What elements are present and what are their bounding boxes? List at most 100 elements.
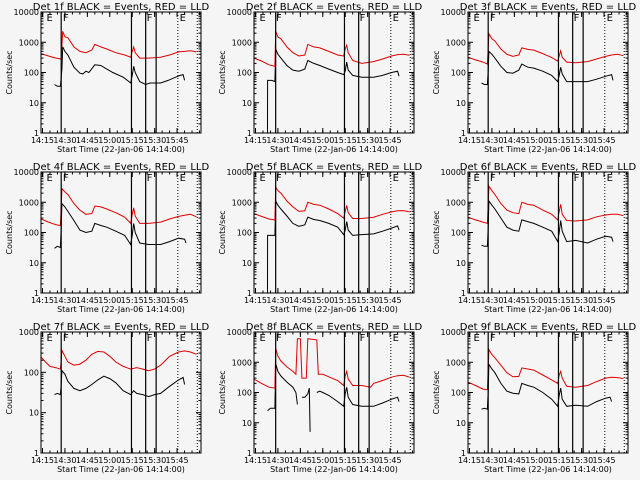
x-tick-label: 15:15 bbox=[548, 296, 571, 305]
x-tick-label: 15:00 bbox=[98, 136, 121, 145]
x-tick-label: 15:00 bbox=[98, 296, 121, 305]
panel-title: Det 3f BLACK = Events, RED = LLD bbox=[460, 2, 637, 13]
x-tick-label: 14:15 bbox=[458, 456, 481, 465]
lld-series-line bbox=[40, 187, 197, 227]
flag-label: E bbox=[180, 13, 186, 24]
flag-label: F bbox=[490, 13, 496, 24]
x-tick-label: 15:00 bbox=[311, 456, 334, 465]
flag-label: E bbox=[607, 333, 613, 344]
x-tick-label: 15:00 bbox=[525, 296, 548, 305]
events-series-line bbox=[481, 362, 613, 410]
y-tick-label: 100 bbox=[451, 229, 466, 238]
panel-title: Det 1f BLACK = Events, RED = LLD bbox=[33, 2, 210, 13]
x-tick-label: 14:15 bbox=[244, 296, 267, 305]
flag-label: F bbox=[276, 13, 282, 24]
y-tick-label: 1000 bbox=[446, 358, 466, 367]
x-tick-label: 15:15 bbox=[548, 456, 571, 465]
lld-series-line bbox=[40, 31, 197, 60]
y-tick-label: 100 bbox=[24, 368, 39, 377]
y-tick-label: 1000 bbox=[19, 38, 39, 47]
x-tick-label: 15:45 bbox=[379, 136, 402, 145]
panel-title: Det 9f BLACK = Events, RED = LLD bbox=[460, 322, 637, 333]
x-tick-label: 15:30 bbox=[570, 456, 593, 465]
y-tick-label: 1 bbox=[461, 289, 466, 298]
x-tick-label: 15:15 bbox=[121, 456, 144, 465]
x-tick-label: 14:45 bbox=[76, 456, 99, 465]
x-axis-label: Start Time (22-Jan-06 14:14:00) bbox=[484, 305, 612, 314]
flag-label: F bbox=[276, 333, 282, 344]
flag-label: E bbox=[473, 173, 479, 184]
x-tick-label: 15:45 bbox=[166, 456, 189, 465]
flag-label: F bbox=[147, 173, 153, 184]
lld-series-line bbox=[253, 185, 410, 221]
x-tick-label: 15:15 bbox=[334, 136, 357, 145]
plot-frame bbox=[467, 331, 629, 454]
y-axis-label: Counts/sec bbox=[5, 210, 14, 254]
x-tick-label: 14:45 bbox=[76, 136, 99, 145]
x-tick-label: 15:45 bbox=[166, 136, 189, 145]
x-axis-label: Start Time (22-Jan-06 14:14:00) bbox=[270, 145, 398, 154]
x-tick-label: 14:15 bbox=[244, 456, 267, 465]
flag-label: E bbox=[607, 173, 613, 184]
lld-series-line bbox=[467, 348, 624, 391]
x-axis-label: Start Time (22-Jan-06 14:14:00) bbox=[57, 465, 185, 474]
x-tick-label: 14:30 bbox=[266, 296, 289, 305]
y-tick-label: 10000 bbox=[227, 168, 252, 177]
y-tick-label: 10 bbox=[456, 259, 466, 268]
x-tick-label: 15:45 bbox=[379, 456, 402, 465]
lld-series-line bbox=[467, 32, 624, 65]
y-tick-label: 100 bbox=[24, 69, 39, 78]
y-tick-label: 1000 bbox=[232, 198, 252, 207]
y-tick-label: 100 bbox=[237, 389, 252, 398]
flag-label: F bbox=[360, 333, 366, 344]
x-tick-label: 14:45 bbox=[289, 136, 312, 145]
panel-title: Det 6f BLACK = Events, RED = LLD bbox=[460, 162, 637, 173]
flag-label: E bbox=[393, 333, 399, 344]
x-tick-label: 14:30 bbox=[266, 136, 289, 145]
flag-label: F bbox=[490, 173, 496, 184]
flag-label: E bbox=[473, 333, 479, 344]
y-tick-label: 1 bbox=[34, 289, 39, 298]
y-tick-label: 10 bbox=[29, 409, 39, 418]
x-tick-label: 14:45 bbox=[289, 456, 312, 465]
y-axis-label: Counts/sec bbox=[218, 370, 227, 414]
y-tick-label: 10 bbox=[29, 99, 39, 108]
x-tick-label: 14:15 bbox=[31, 136, 54, 145]
y-tick-label: 10 bbox=[242, 419, 252, 428]
y-tick-label: 1 bbox=[34, 449, 39, 458]
panel-title: Det 7f BLACK = Events, RED = LLD bbox=[33, 322, 210, 333]
x-tick-label: 15:00 bbox=[311, 136, 334, 145]
events-series-line bbox=[267, 48, 400, 134]
flag-label: E bbox=[46, 333, 52, 344]
x-axis-label: Start Time (22-Jan-06 14:14:00) bbox=[270, 465, 398, 474]
x-tick-label: 14:45 bbox=[503, 136, 526, 145]
y-axis-label: Counts/sec bbox=[432, 370, 441, 414]
y-tick-label: 10000 bbox=[14, 8, 39, 17]
events-series-line bbox=[267, 363, 400, 432]
x-tick-label: 15:30 bbox=[143, 136, 166, 145]
x-tick-label: 14:30 bbox=[53, 296, 76, 305]
x-tick-label: 14:15 bbox=[244, 136, 267, 145]
y-tick-label: 10000 bbox=[227, 8, 252, 17]
x-tick-label: 15:00 bbox=[525, 456, 548, 465]
y-tick-label: 10000 bbox=[441, 8, 466, 17]
y-axis-label: Counts/sec bbox=[5, 370, 14, 414]
x-tick-label: 15:15 bbox=[121, 136, 144, 145]
y-tick-label: 1000 bbox=[19, 328, 39, 337]
x-tick-label: 15:00 bbox=[311, 296, 334, 305]
y-tick-label: 10000 bbox=[441, 168, 466, 177]
x-axis-label: Start Time (22-Jan-06 14:14:00) bbox=[270, 305, 398, 314]
flag-label: F bbox=[574, 173, 580, 184]
y-tick-label: 1000 bbox=[232, 358, 252, 367]
x-tick-label: 15:30 bbox=[143, 456, 166, 465]
y-tick-label: 1 bbox=[247, 129, 252, 138]
y-axis-label: Counts/sec bbox=[432, 50, 441, 94]
y-axis-label: Counts/sec bbox=[5, 50, 14, 94]
events-series-line bbox=[54, 46, 186, 87]
plot-frame bbox=[40, 331, 202, 454]
flag-label: F bbox=[147, 333, 153, 344]
